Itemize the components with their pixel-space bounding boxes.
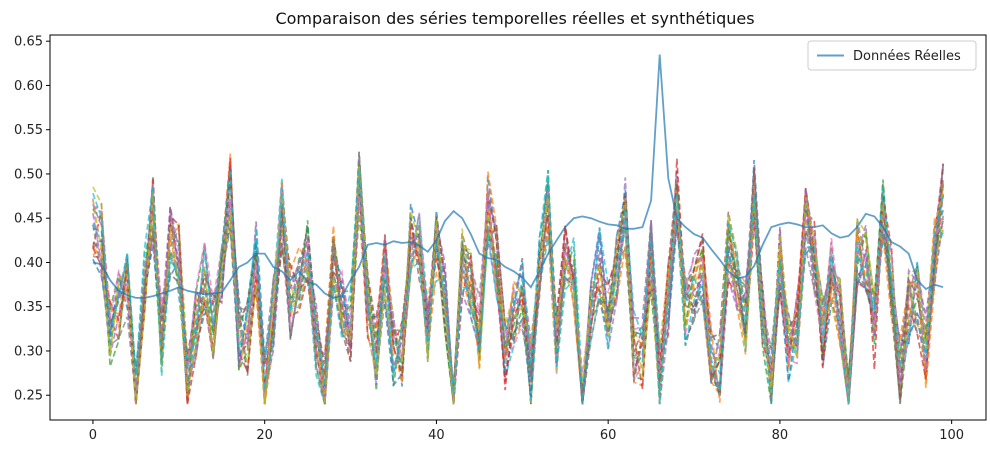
real-series-line	[92, 54, 944, 299]
x-axis: 0 20 40 60 80 100	[89, 420, 964, 443]
x-tick-label: 60	[600, 428, 617, 443]
y-tick-label: 0.35	[14, 300, 43, 315]
chart-title: Comparaison des séries temporelles réell…	[275, 9, 754, 28]
y-tick-label: 0.60	[14, 79, 43, 94]
y-tick-label: 0.30	[14, 344, 43, 359]
legend: Données Réelles	[807, 40, 977, 71]
synthetic-series-layer	[92, 151, 944, 405]
synthetic-series-line	[92, 169, 944, 405]
plot-frame	[49, 34, 987, 421]
legend-box	[807, 40, 977, 71]
y-tick-label: 0.45	[14, 212, 43, 227]
real-series-layer	[92, 54, 944, 299]
x-tick-label: 20	[256, 428, 273, 443]
y-tick-label: 0.50	[14, 167, 43, 182]
y-tick-label: 0.40	[14, 256, 43, 271]
x-tick-label: 40	[428, 428, 445, 443]
y-axis: 0.25 0.30 0.35 0.40 0.45 0.50 0.55 0.60 0.65	[14, 35, 50, 404]
x-tick-label: 80	[772, 428, 789, 443]
y-tick-label: 0.55	[14, 123, 43, 138]
x-tick-label: 0	[89, 428, 97, 443]
x-tick-label: 100	[939, 428, 964, 443]
y-tick-label: 0.25	[14, 389, 43, 404]
synthetic-series-line	[92, 166, 944, 405]
y-tick-label: 0.65	[14, 35, 43, 50]
legend-entry-real: Données Réelles	[853, 49, 961, 64]
synthetic-series-line	[92, 173, 944, 405]
